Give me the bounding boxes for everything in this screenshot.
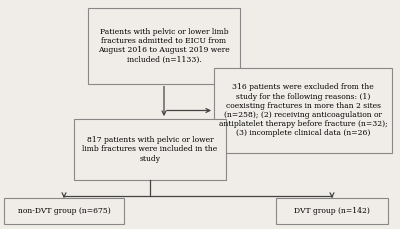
FancyBboxPatch shape <box>4 198 124 224</box>
Text: non-DVT group (n=675): non-DVT group (n=675) <box>18 207 110 215</box>
Text: DVT group (n=142): DVT group (n=142) <box>294 207 370 215</box>
FancyBboxPatch shape <box>276 198 388 224</box>
Text: 316 patients were excluded from the
study for the following reasons: (1)
coexist: 316 patients were excluded from the stud… <box>219 84 387 137</box>
Text: Patients with pelvic or lower limb
fractures admitted to EICU from
August 2016 t: Patients with pelvic or lower limb fract… <box>98 28 230 64</box>
Text: 817 patients with pelvic or lower
limb fractures were included in the
study: 817 patients with pelvic or lower limb f… <box>82 136 218 163</box>
FancyBboxPatch shape <box>88 8 240 84</box>
FancyBboxPatch shape <box>74 119 226 180</box>
FancyBboxPatch shape <box>214 68 392 153</box>
